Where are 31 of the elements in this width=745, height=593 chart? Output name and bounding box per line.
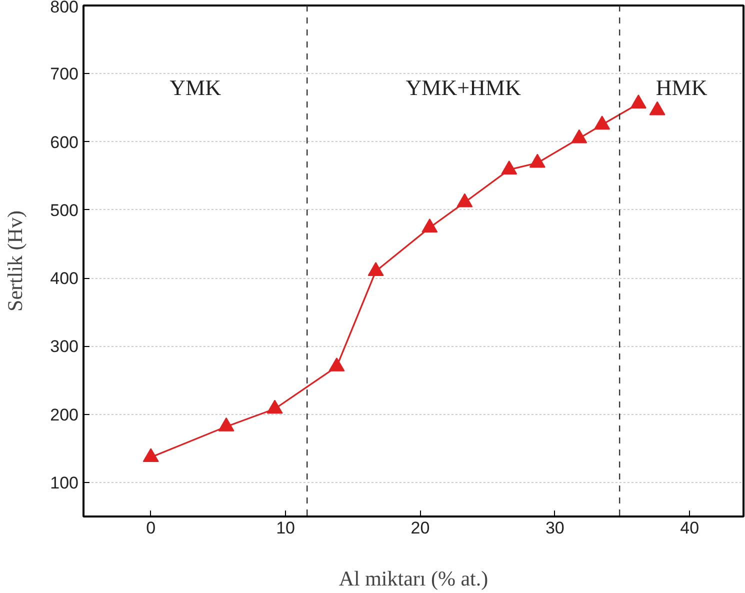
x-tick-label: 0 — [146, 518, 156, 538]
x-tick-label: 40 — [680, 518, 700, 538]
y-tick-label: 300 — [50, 337, 79, 356]
annotation: YMK — [170, 75, 222, 100]
y-tick-label: 200 — [50, 405, 79, 424]
x-tick-label: 10 — [276, 518, 296, 538]
point — [218, 417, 234, 432]
point — [266, 400, 283, 414]
point — [328, 357, 345, 372]
point — [630, 94, 646, 108]
x-axis-title: Al miktarı (% at.) — [338, 566, 488, 590]
point — [456, 193, 473, 208]
point — [649, 101, 666, 116]
y-tick-label: 100 — [50, 473, 79, 492]
y-tick-label: 400 — [50, 269, 79, 288]
y-tick-label: 800 — [50, 0, 79, 16]
y-tick-label: 700 — [50, 64, 79, 84]
point — [529, 154, 546, 168]
point — [594, 116, 610, 130]
y-tick-label: 600 — [50, 132, 79, 152]
point — [571, 129, 588, 144]
point — [142, 448, 159, 462]
x-tick-label: 30 — [545, 518, 564, 538]
point — [422, 218, 438, 232]
point — [368, 262, 384, 276]
y-tick-label: 500 — [50, 200, 79, 220]
annotation: HMK — [656, 75, 708, 100]
y-axis-title: Sertlik (Hv) — [3, 210, 28, 312]
annotation: YMK+HMK — [406, 75, 521, 100]
point — [501, 160, 518, 175]
x-tick-label: 20 — [410, 518, 430, 538]
